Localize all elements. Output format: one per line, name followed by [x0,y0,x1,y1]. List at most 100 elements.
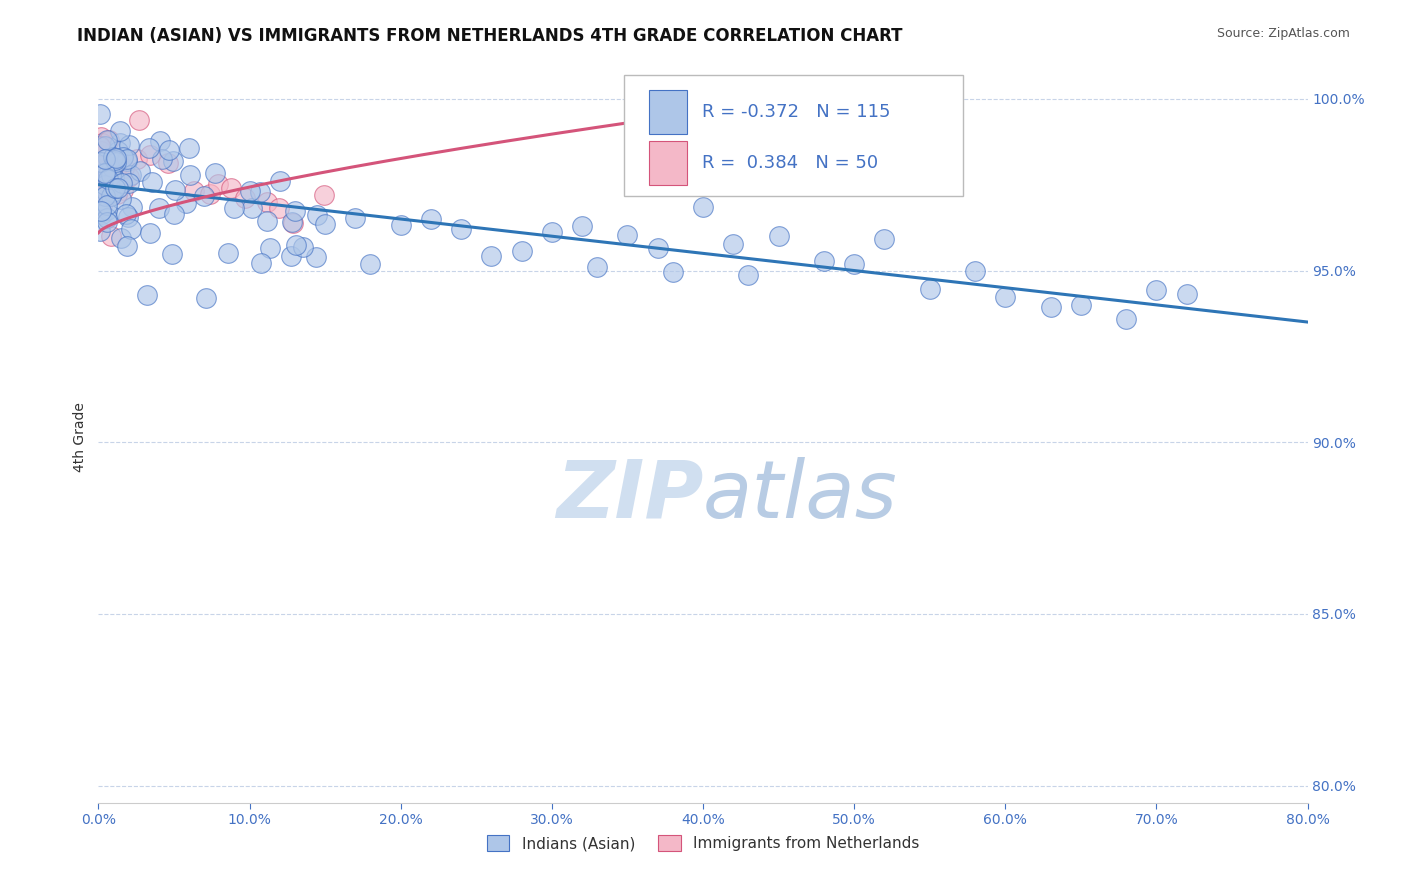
Point [586,260,609,274]
Point [193,189,215,203]
Point [420,211,443,226]
Point [661,265,683,279]
Point [239,184,262,198]
Point [217,245,239,260]
Point [1039,300,1062,314]
Point [89,159,111,173]
Point [100,168,122,182]
Text: atlas: atlas [703,457,898,534]
Point [115,153,138,168]
Point [110,231,132,245]
Point [616,227,638,242]
Point [104,153,127,167]
Point [128,164,150,178]
Point [96,169,118,183]
Point [90,204,112,219]
Point [89,139,111,153]
Text: ZIP: ZIP [555,457,703,534]
Point [91,181,114,195]
Point [259,241,281,255]
Point [90,168,112,182]
Point [105,151,128,165]
Point [138,140,160,154]
Point [873,231,896,245]
Point [89,194,111,208]
Point [571,219,593,233]
Point [104,178,127,193]
Point [1070,298,1092,312]
Point [737,268,759,283]
Point [118,138,141,153]
Point [127,152,149,166]
Point [233,191,256,205]
Point [114,207,136,221]
Point [207,177,229,191]
Point [120,222,142,236]
Point [108,124,131,138]
Point [93,139,115,153]
Point [136,288,159,302]
Point [344,211,367,225]
Point [179,140,201,154]
Point [94,140,117,154]
Point [1115,312,1137,326]
Point [249,186,271,200]
Point [918,281,941,295]
Point [103,170,125,185]
Point [117,210,139,224]
Point [112,161,135,175]
Point [94,178,117,193]
Point [481,248,503,262]
Point [723,237,745,252]
Point [91,169,114,184]
Point [89,224,111,238]
Point [91,162,114,177]
Point [183,185,205,199]
Point [110,192,132,206]
Point [281,216,304,230]
Point [157,144,180,158]
Point [314,217,336,231]
Point [284,203,307,218]
Point [285,237,308,252]
Point [194,291,217,305]
Point [89,153,111,168]
Point [111,150,134,164]
Point [305,250,328,264]
Point [768,229,790,244]
Point [94,189,117,203]
Point [100,189,122,203]
Point [118,169,141,184]
Point [994,290,1017,304]
Point [90,164,112,178]
Point [93,166,115,180]
Point [224,201,246,215]
Point [96,211,118,225]
Point [844,257,866,271]
FancyBboxPatch shape [624,75,963,195]
Point [96,198,118,212]
Point [965,264,987,278]
Point [97,151,120,165]
Point [360,257,382,271]
Point [280,215,302,229]
Point [91,207,114,221]
Point [112,183,135,197]
Point [128,113,150,128]
Point [89,106,111,120]
Point [101,173,124,187]
Point [104,177,127,191]
Point [647,241,669,255]
Point [107,145,129,159]
Y-axis label: 4th Grade: 4th Grade [73,402,87,472]
Point [150,152,173,166]
Point [165,184,187,198]
Point [813,254,835,268]
Point [96,169,118,183]
Point [98,133,121,147]
Point [179,168,201,182]
FancyBboxPatch shape [648,90,688,134]
Point [256,213,278,227]
Point [89,138,111,153]
Point [314,188,336,202]
